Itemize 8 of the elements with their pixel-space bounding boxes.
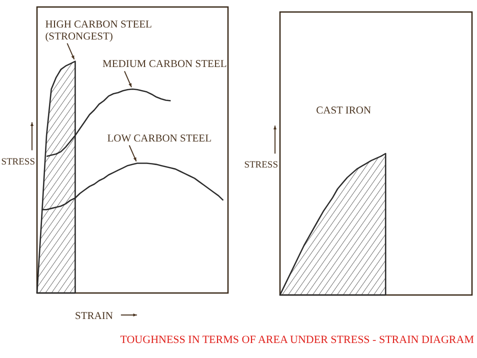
text: MEDIUM CARBON STEEL — [102, 59, 227, 70]
x-axis-title: STRAIN — [75, 311, 114, 322]
text: HIGH CARBON STEEL (STRONGEST) — [45, 19, 152, 42]
y-axis-title: STRESS — [1, 157, 35, 168]
y-axis-title: STRESS — [244, 160, 278, 171]
text: LOW CARBON STEEL — [107, 133, 212, 144]
text: CAST IRON — [316, 106, 372, 116]
text: TOUGHNESS IN TERMS OF AREA UNDER STRESS - STRAIN DIAGRAM — [120, 334, 474, 346]
